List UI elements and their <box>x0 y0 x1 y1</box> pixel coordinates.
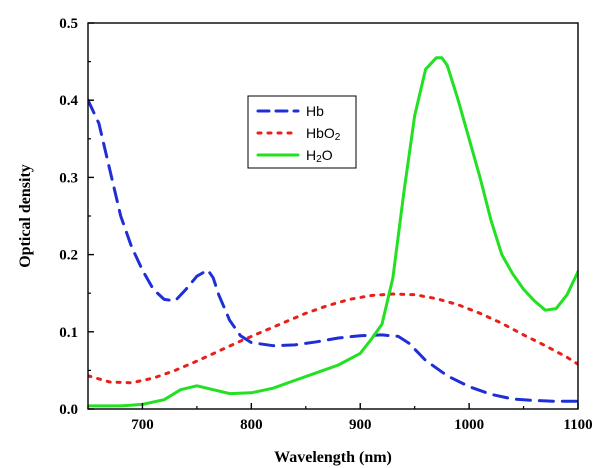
series-layer <box>88 56 578 408</box>
y-axis-title: Optical density <box>17 164 34 268</box>
x-tick-label: 1000 <box>454 417 484 433</box>
legend-label-hbo2: HbO2 <box>306 125 341 143</box>
series-line-h2o <box>88 56 578 408</box>
series-line-hb <box>88 98 578 403</box>
series-line-hbo2 <box>88 292 578 385</box>
legend-label-hb: Hb <box>306 103 324 119</box>
x-tick-label: 800 <box>240 417 263 433</box>
legend: Hb HbO2 H2O <box>247 95 357 169</box>
y-tick-label: 0.3 <box>59 170 78 186</box>
x-axis: 700 800 900 1000 1100 <box>87 403 593 433</box>
y-tick-label: 0.5 <box>59 16 78 32</box>
plot-frame <box>87 22 579 410</box>
x-tick-label: 700 <box>131 417 154 433</box>
y-tick-label: 0.4 <box>59 93 78 109</box>
y-tick-label: 0.2 <box>59 248 78 264</box>
x-tick-label: 900 <box>349 417 372 433</box>
y-axis: 0.0 0.1 0.2 0.3 0.4 0.5 <box>59 16 94 418</box>
y-tick-label: 0.0 <box>59 402 78 418</box>
legend-label-h2o: H2O <box>306 147 333 165</box>
x-tick-label: 1100 <box>563 417 592 433</box>
x-axis-title: Wavelength (nm) <box>274 449 392 466</box>
y-tick-label: 0.1 <box>59 325 78 341</box>
